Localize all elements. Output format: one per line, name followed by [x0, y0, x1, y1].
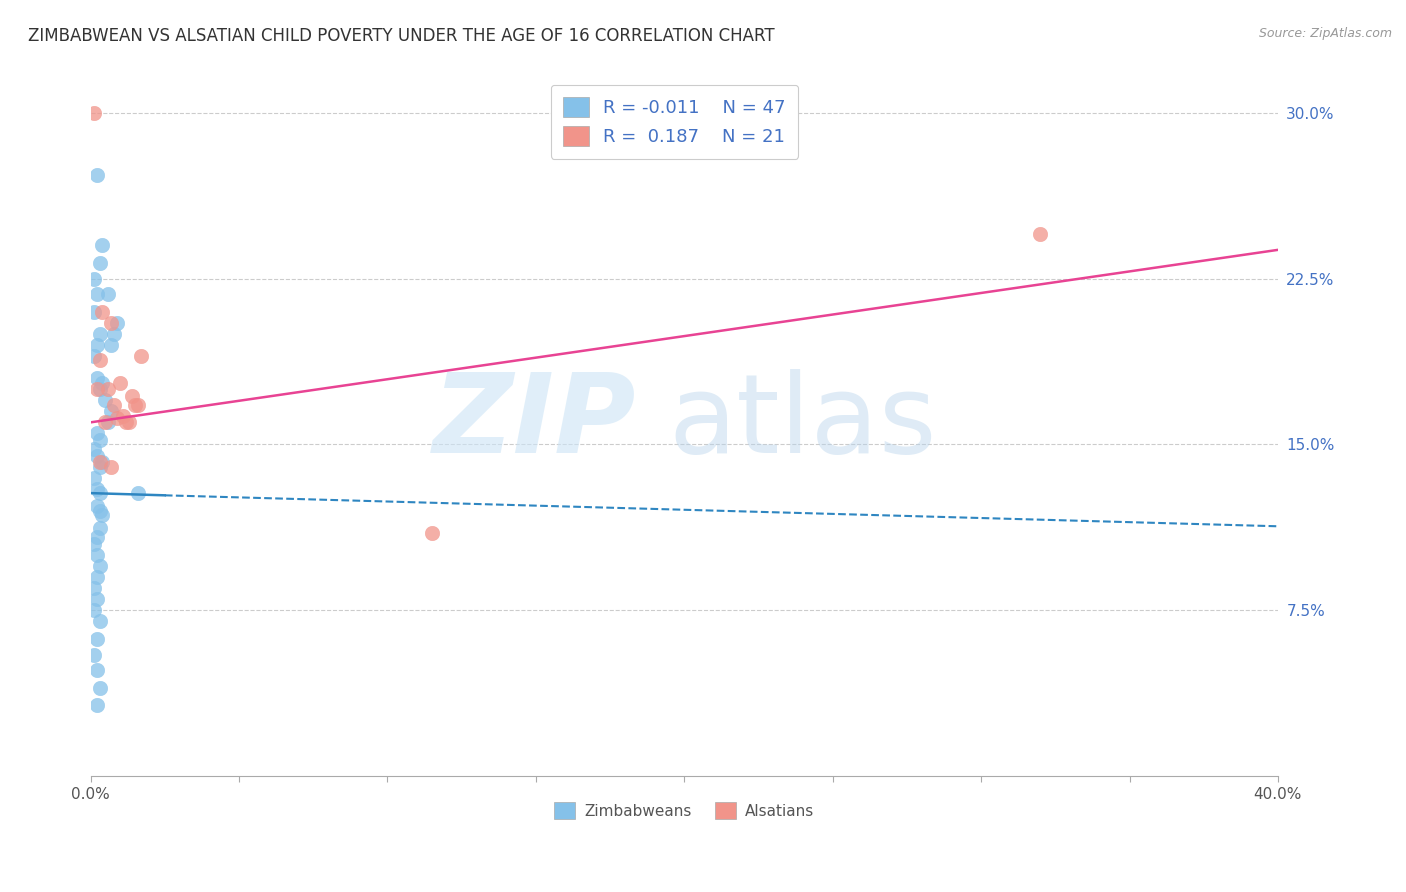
Point [97, 415, 120, 429]
Point [89, 486, 111, 500]
Point [86, 592, 108, 607]
Point [89, 521, 111, 535]
Point [86, 338, 108, 352]
Point [103, 398, 125, 412]
Point [94, 415, 117, 429]
Point [86, 663, 108, 677]
Point [100, 459, 122, 474]
Point [86, 632, 108, 646]
Point [105, 316, 128, 330]
Point [83, 603, 105, 617]
Point [83, 470, 105, 484]
Point [83, 271, 105, 285]
Point [100, 338, 122, 352]
Point [91, 238, 114, 252]
Point [420, 525, 443, 540]
Text: ZIP: ZIP [433, 369, 637, 475]
Point [83, 305, 105, 319]
Point [124, 398, 146, 412]
Point [86, 570, 108, 584]
Point [118, 415, 141, 429]
Point [86, 371, 108, 385]
Point [89, 326, 111, 341]
Point [110, 376, 132, 390]
Point [100, 404, 122, 418]
Point [89, 353, 111, 368]
Point [89, 433, 111, 447]
Text: atlas: atlas [669, 369, 938, 475]
Point [129, 349, 152, 363]
Point [89, 559, 111, 574]
Point [105, 411, 128, 425]
Point [91, 305, 114, 319]
Point [83, 442, 105, 456]
Point [91, 455, 114, 469]
Point [91, 508, 114, 523]
Point [83, 581, 105, 595]
Point [115, 415, 138, 429]
Point [97, 287, 120, 301]
Point [94, 393, 117, 408]
Legend: Zimbabweans, Alsatians: Zimbabweans, Alsatians [548, 797, 821, 825]
Point [89, 615, 111, 629]
Point [86, 426, 108, 441]
Point [127, 486, 149, 500]
Point [86, 449, 108, 463]
Point [121, 389, 143, 403]
Text: ZIMBABWEAN VS ALSATIAN CHILD POVERTY UNDER THE AGE OF 16 CORRELATION CHART: ZIMBABWEAN VS ALSATIAN CHILD POVERTY UND… [28, 27, 775, 45]
Point [83, 349, 105, 363]
Point [1029, 227, 1052, 242]
Point [89, 256, 111, 270]
Point [83, 105, 105, 120]
Point [91, 376, 114, 390]
Point [127, 398, 149, 412]
Point [86, 168, 108, 182]
Point [103, 326, 125, 341]
Point [86, 698, 108, 713]
Text: Source: ZipAtlas.com: Source: ZipAtlas.com [1258, 27, 1392, 40]
Point [86, 530, 108, 544]
Point [89, 681, 111, 695]
Point [83, 648, 105, 662]
Point [97, 382, 120, 396]
Point [86, 482, 108, 496]
Point [86, 287, 108, 301]
Point [86, 500, 108, 514]
Point [89, 382, 111, 396]
Point [100, 316, 122, 330]
Point [89, 459, 111, 474]
Point [86, 548, 108, 562]
Point [89, 455, 111, 469]
Point [86, 382, 108, 396]
Point [83, 537, 105, 551]
Point [112, 409, 135, 423]
Point [89, 504, 111, 518]
